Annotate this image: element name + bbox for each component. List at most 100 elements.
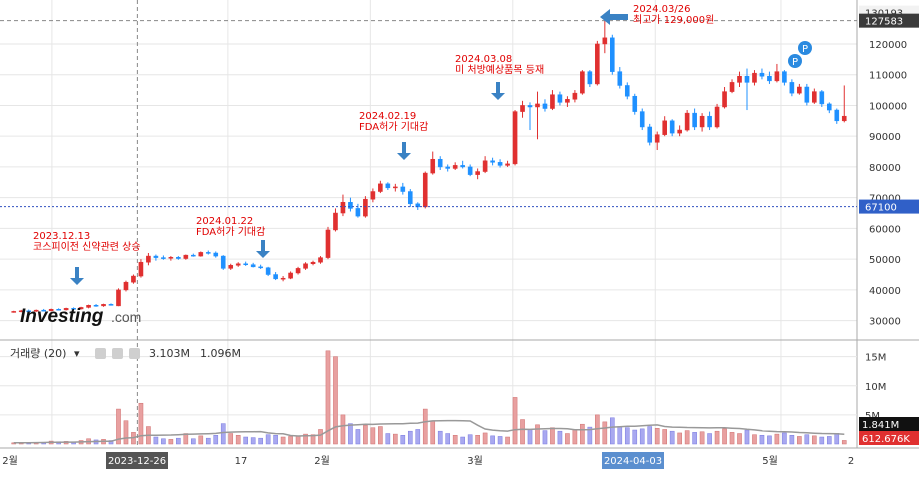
candle-body xyxy=(378,183,383,192)
annotation-date: 2024.03/26 xyxy=(633,4,690,15)
candle-body xyxy=(602,37,608,45)
volume-legend-label: 거래량 (20) xyxy=(10,347,66,360)
candle-body xyxy=(639,111,645,128)
volume-bar xyxy=(729,432,735,445)
volume-bar xyxy=(220,423,226,445)
volume-bar xyxy=(355,429,361,445)
volume-bar xyxy=(123,420,129,445)
investing-logo-domain: .com xyxy=(111,309,141,325)
candle-body xyxy=(400,186,406,192)
volume-bar xyxy=(557,430,563,445)
annotation-text: FDA허가 기대감 xyxy=(196,226,265,238)
time-tick-label: 2월 xyxy=(2,455,18,467)
volume-bar xyxy=(422,408,428,445)
candle-body xyxy=(834,109,840,122)
volume-bar xyxy=(205,437,211,445)
volume-bar xyxy=(580,423,585,445)
volume-bar xyxy=(370,427,376,445)
price-tag-box xyxy=(859,13,919,28)
legend-close-icon[interactable] xyxy=(129,348,140,359)
legend-gear-icon[interactable] xyxy=(112,348,123,359)
volume-bar xyxy=(325,350,331,445)
volume-bar xyxy=(407,430,413,445)
volume-bar xyxy=(587,426,593,445)
p-marker-icon xyxy=(798,41,812,55)
price-tick-label: 50000 xyxy=(869,255,901,266)
volume-layer xyxy=(11,350,847,445)
candle-body xyxy=(684,112,690,131)
price-panel[interactable] xyxy=(0,0,857,340)
volume-bar xyxy=(774,433,780,445)
candle-layer xyxy=(11,16,847,313)
candle-body xyxy=(228,265,234,269)
candle-body xyxy=(123,281,129,291)
volume-bar xyxy=(684,430,690,445)
candle-body xyxy=(692,112,697,128)
highlight-date-label: 2024-04-03 xyxy=(604,456,662,467)
candle-body xyxy=(340,202,346,214)
volume-bar xyxy=(639,428,645,445)
volume-bar xyxy=(116,408,121,445)
volume-bar xyxy=(363,425,368,445)
volume-bar xyxy=(191,438,196,445)
price-tick-label: 120000 xyxy=(869,40,907,51)
candle-body xyxy=(333,212,338,231)
volume-bar xyxy=(467,434,473,445)
volume-bar xyxy=(460,436,465,445)
volume-bar xyxy=(602,421,608,445)
candle-body xyxy=(243,263,248,266)
candle-body xyxy=(93,305,99,307)
volume-legend[interactable]: 거래량 (20) ▾ 3.103M 1.096M xyxy=(10,347,241,360)
candle-body xyxy=(572,92,578,100)
volume-bar xyxy=(654,428,660,445)
candle-body xyxy=(677,129,682,134)
volume-bar xyxy=(490,435,495,445)
volume-bar xyxy=(497,436,503,445)
candle-body xyxy=(138,261,144,277)
annotation-arrow-down-icon xyxy=(397,142,411,160)
candle-body xyxy=(78,307,84,310)
candle-body xyxy=(617,71,623,86)
candle-body xyxy=(213,252,219,257)
price-tick-label: 90000 xyxy=(869,132,901,143)
volume-bar xyxy=(617,426,623,445)
volume-bar xyxy=(445,433,451,445)
volume-bar xyxy=(812,435,817,445)
annotation-text: FDA허가 기대감 xyxy=(359,121,428,133)
candle-body xyxy=(610,37,615,72)
candle-body xyxy=(445,166,451,169)
price-tick-label: 70000 xyxy=(869,194,901,205)
candle-body xyxy=(101,304,106,307)
grid-layer xyxy=(0,0,919,449)
volume-bar xyxy=(512,397,518,445)
candle-body xyxy=(497,162,503,166)
legend-settings-icon[interactable] xyxy=(95,348,106,359)
volume-bar xyxy=(452,435,458,445)
candle-body xyxy=(587,71,593,85)
volume-tick-label: 10M xyxy=(865,382,886,393)
volume-bar xyxy=(647,426,653,445)
annotation-text: 코스피이전 신약관련 상승 xyxy=(33,241,141,253)
volume-bar xyxy=(168,439,174,445)
candle-body xyxy=(146,255,151,263)
volume-bar xyxy=(699,431,705,445)
time-tick-label: 3월 xyxy=(467,455,483,467)
volume-bar xyxy=(340,414,346,445)
candle-body xyxy=(108,304,114,306)
volume-tag-label: 612.676K xyxy=(862,434,910,445)
time-tick-label: 2 xyxy=(848,456,854,467)
candle-body xyxy=(48,309,54,312)
legend-dropdown-icon[interactable]: ▾ xyxy=(74,347,80,360)
volume-bar xyxy=(393,433,398,445)
candle-body xyxy=(310,261,316,265)
candle-body xyxy=(512,111,518,165)
volume-bar xyxy=(565,433,570,445)
volume-bar xyxy=(183,433,189,445)
candle-body xyxy=(325,229,331,258)
candle-body xyxy=(482,160,488,172)
volume-bar xyxy=(108,440,114,445)
candle-body xyxy=(18,310,24,313)
